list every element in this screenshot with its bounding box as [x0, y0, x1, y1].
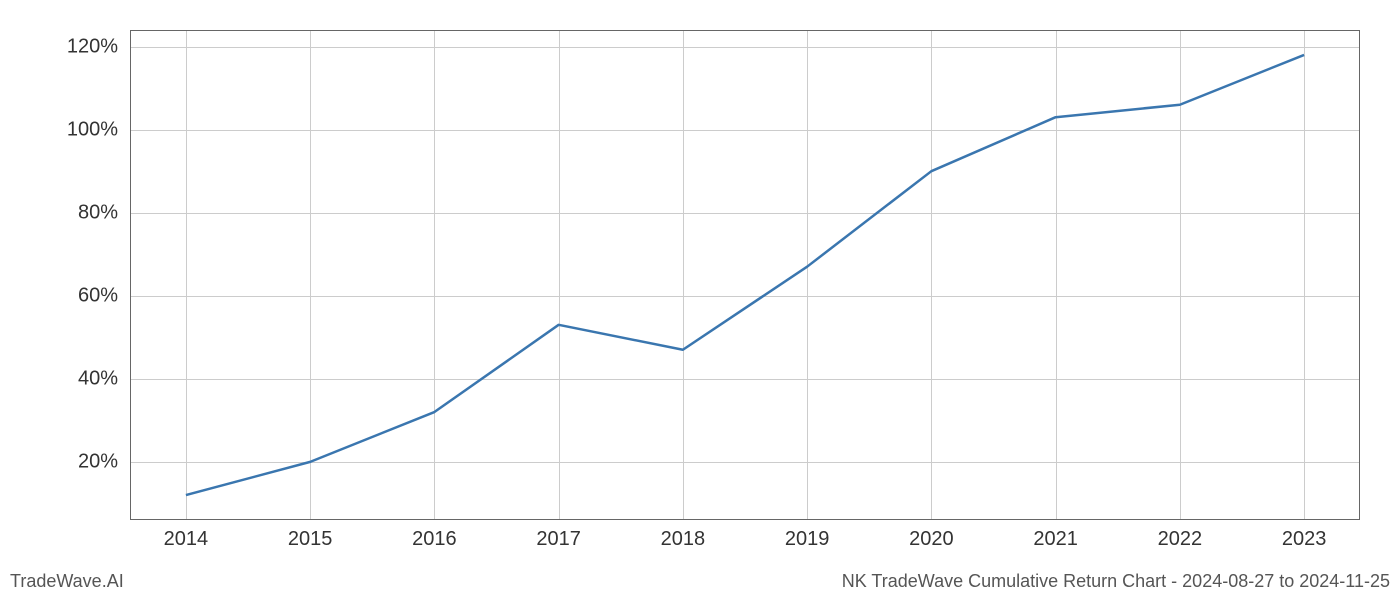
- x-tick-label: 2014: [164, 528, 209, 551]
- return-line: [186, 55, 1304, 495]
- x-tick-label: 2017: [536, 528, 581, 551]
- y-tick-label: 100%: [67, 118, 118, 141]
- y-tick-label: 80%: [78, 201, 118, 224]
- footer-left-text: TradeWave.AI: [10, 571, 124, 592]
- y-tick-label: 40%: [78, 367, 118, 390]
- footer-right-text: NK TradeWave Cumulative Return Chart - 2…: [842, 571, 1390, 592]
- y-tick-label: 120%: [67, 35, 118, 58]
- x-tick-label: 2021: [1033, 528, 1078, 551]
- y-tick-label: 20%: [78, 450, 118, 473]
- plot-area: [130, 30, 1360, 520]
- x-tick-label: 2023: [1282, 528, 1327, 551]
- x-tick-label: 2016: [412, 528, 457, 551]
- chart-container: 2014 2015 2016 2017 2018 2019 2020 2021 2022 2023…: [0, 0, 1400, 600]
- x-tick-label: 2022: [1158, 528, 1203, 551]
- y-tick-label: 60%: [78, 284, 118, 307]
- x-tick-label: 2018: [661, 528, 706, 551]
- x-tick-label: 2020: [909, 528, 954, 551]
- x-tick-label: 2019: [785, 528, 830, 551]
- line-series: [130, 30, 1360, 520]
- x-tick-label: 2015: [288, 528, 333, 551]
